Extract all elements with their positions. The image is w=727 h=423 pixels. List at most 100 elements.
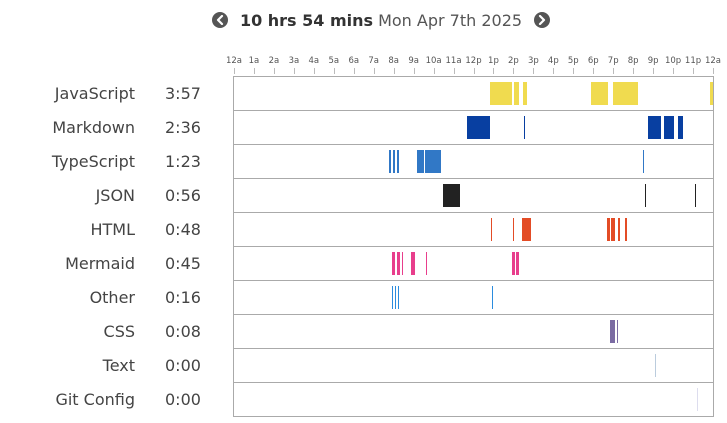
activity-segment[interactable] xyxy=(392,150,395,173)
tick-label: 9p xyxy=(647,56,659,66)
tick-mark xyxy=(493,68,495,74)
tick-label: 10p xyxy=(664,56,682,66)
activity-segment[interactable] xyxy=(591,82,609,105)
date-header: 10 hrs 54 mins Mon Apr 7th 2025 xyxy=(0,8,727,32)
activity-segment[interactable] xyxy=(391,286,394,309)
activity-segment[interactable] xyxy=(396,252,400,275)
tick-label: 2a xyxy=(268,56,280,66)
language-row: HTML 0:48 xyxy=(0,212,727,246)
language-name: Text xyxy=(102,355,135,375)
activity-segment[interactable] xyxy=(710,82,713,105)
language-time: 0:56 xyxy=(165,185,201,205)
tick-mark xyxy=(633,68,635,74)
tick-label: 1p xyxy=(488,56,499,66)
activity-segment[interactable] xyxy=(678,116,684,139)
activity-segment[interactable] xyxy=(613,82,639,105)
activity-segment[interactable] xyxy=(664,116,675,139)
activity-segment[interactable] xyxy=(410,252,415,275)
language-name: TypeScript xyxy=(51,151,135,171)
activity-segment[interactable] xyxy=(492,286,494,309)
activity-segment[interactable] xyxy=(514,82,520,105)
language-time: 0:45 xyxy=(165,253,201,273)
language-track xyxy=(233,110,714,144)
language-name: HTML xyxy=(90,219,135,239)
tick-mark xyxy=(653,68,655,74)
language-row: Other 0:16 xyxy=(0,280,727,314)
tick-label: 3a xyxy=(288,56,300,66)
activity-segment[interactable] xyxy=(645,184,647,207)
language-time: 0:16 xyxy=(165,287,201,307)
activity-segment[interactable] xyxy=(396,150,399,173)
activity-segment[interactable] xyxy=(513,218,515,241)
activity-segment[interactable] xyxy=(516,252,520,275)
language-track xyxy=(233,76,714,110)
language-name: JSON xyxy=(95,185,135,205)
activity-segment[interactable] xyxy=(490,82,513,105)
tick-label: 5a xyxy=(328,56,340,66)
tick-mark xyxy=(673,68,675,74)
language-name: Git Config xyxy=(55,389,135,409)
language-track xyxy=(233,382,714,417)
activity-segment[interactable] xyxy=(397,286,400,309)
activity-segment[interactable] xyxy=(512,252,516,275)
activity-segment[interactable] xyxy=(523,82,528,105)
tick-label: 11a xyxy=(445,56,462,66)
activity-segment[interactable] xyxy=(425,252,427,275)
language-track xyxy=(233,212,714,246)
tick-mark xyxy=(513,68,515,74)
tick-label: 8a xyxy=(388,56,399,66)
language-row: CSS 0:08 xyxy=(0,314,727,348)
activity-segment[interactable] xyxy=(697,388,699,411)
language-row: Git Config 0:00 xyxy=(0,382,727,417)
activity-segment[interactable] xyxy=(625,218,628,241)
language-row: Markdown 2:36 xyxy=(0,110,727,144)
activity-segment[interactable] xyxy=(394,286,397,309)
tick-mark xyxy=(353,68,355,74)
tick-mark xyxy=(533,68,535,74)
tick-label: 10a xyxy=(425,56,442,66)
activity-segment[interactable] xyxy=(416,150,424,173)
tick-label: 11p xyxy=(684,56,702,66)
tick-mark xyxy=(613,68,615,74)
activity-segment[interactable] xyxy=(388,150,391,173)
language-track xyxy=(233,314,714,348)
activity-segment[interactable] xyxy=(466,116,491,139)
hour-axis: 12a 1a 2a 3a 4a 5a 6a 7a 8a 9a 10a 11a 12p 1p 2p 3p 4p 5p… xyxy=(226,56,721,76)
activity-segment[interactable] xyxy=(611,218,616,241)
language-time: 0:00 xyxy=(165,355,201,375)
activity-segment[interactable] xyxy=(617,320,619,343)
activity-segment[interactable] xyxy=(524,116,526,139)
activity-segment[interactable] xyxy=(655,354,657,377)
activity-segment[interactable] xyxy=(491,218,493,241)
language-time: 1:23 xyxy=(165,151,201,171)
activity-segment[interactable] xyxy=(610,320,616,343)
activity-segment[interactable] xyxy=(442,184,460,207)
activity-segment[interactable] xyxy=(401,252,403,275)
language-track xyxy=(233,144,714,178)
tick-mark xyxy=(273,68,275,74)
tick-mark xyxy=(453,68,455,74)
activity-segment[interactable] xyxy=(391,252,395,275)
language-track xyxy=(233,246,714,280)
activity-segment[interactable] xyxy=(648,116,662,139)
activity-segment[interactable] xyxy=(424,150,441,173)
tick-label: 4p xyxy=(547,56,559,66)
tick-label: 5p xyxy=(567,56,579,66)
activity-segment[interactable] xyxy=(643,150,645,173)
tick-mark xyxy=(553,68,555,74)
activity-segment[interactable] xyxy=(618,218,621,241)
prev-day-button[interactable] xyxy=(211,12,228,28)
chevron-left-icon xyxy=(216,15,224,25)
language-row: TypeScript 1:23 xyxy=(0,144,727,178)
language-time: 0:00 xyxy=(165,389,201,409)
activity-segment[interactable] xyxy=(607,218,611,241)
activity-segment[interactable] xyxy=(522,218,532,241)
tick-label: 12p xyxy=(465,56,482,66)
tick-label: 7p xyxy=(607,56,619,66)
activity-segment[interactable] xyxy=(695,184,697,207)
language-name: Other xyxy=(89,287,135,307)
language-row: Text 0:00 xyxy=(0,348,727,382)
tick-mark xyxy=(713,68,714,74)
next-day-button[interactable] xyxy=(534,12,551,28)
tick-label: 1a xyxy=(248,56,260,66)
